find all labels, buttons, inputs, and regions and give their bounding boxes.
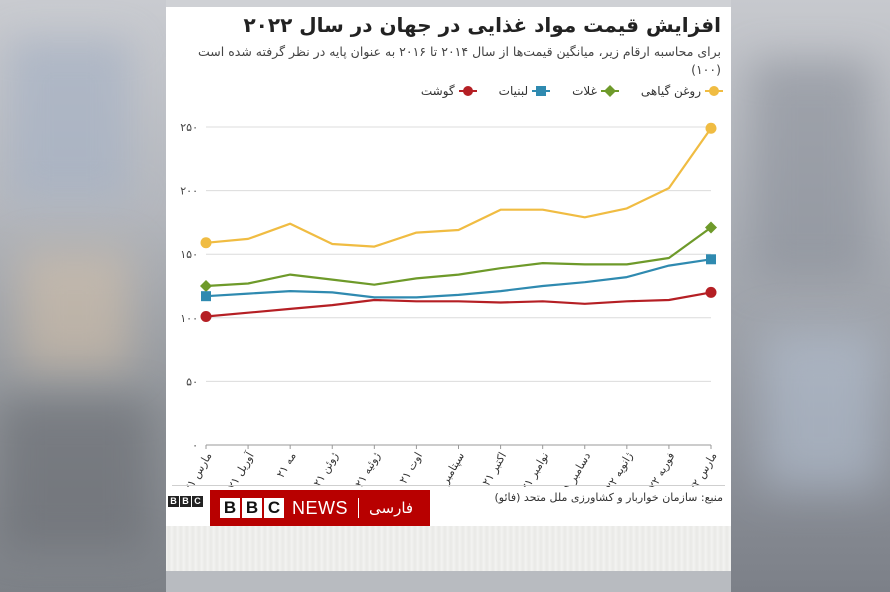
series-line bbox=[205, 226, 712, 288]
x-tick-label: مارس ۲۱ bbox=[182, 450, 215, 487]
x-tick-label: مه ۲۱ bbox=[274, 450, 299, 480]
bbc-logo: B B C bbox=[220, 498, 284, 518]
banner-separator bbox=[358, 498, 359, 518]
bbc-small-block: C bbox=[192, 496, 203, 507]
chart-subtitle: برای محاسبه ارقام زیر، میانگین قیمت‌ها ا… bbox=[198, 44, 721, 77]
x-tick-label: سپتامبر ۲۱ bbox=[431, 450, 467, 487]
bbc-block: B bbox=[220, 498, 240, 518]
legend-item: گوشت bbox=[421, 84, 477, 98]
y-tick-label: ۰ bbox=[192, 439, 198, 452]
series-point-marker bbox=[705, 221, 717, 234]
series-point-marker bbox=[705, 286, 717, 298]
chart-card: افزایش قیمت مواد غذایی در جهان در سال ۲۰… bbox=[166, 7, 731, 571]
background-strip-top bbox=[166, 0, 731, 7]
legend-label: غلات bbox=[572, 84, 597, 98]
chart-title: افزایش قیمت مواد غذایی در جهان در سال ۲۰… bbox=[243, 13, 721, 37]
paper-texture bbox=[166, 526, 731, 571]
legend-label: گوشت bbox=[420, 84, 455, 98]
legend-item: روغن گیاهی bbox=[641, 84, 723, 98]
x-tick-label: ژوئیه ۲۱ bbox=[353, 450, 383, 487]
bbc-small-block: B bbox=[168, 496, 179, 507]
x-tick-label: آوریل ۲۱ bbox=[224, 449, 257, 487]
series-point-marker bbox=[705, 122, 717, 134]
bbc-block: B bbox=[242, 498, 262, 518]
legend-label: روغن گیاهی bbox=[640, 84, 701, 98]
bbc-small-block: B bbox=[180, 496, 191, 507]
y-tick-label: ۲۵۰ bbox=[180, 121, 198, 134]
legend-item: غلات bbox=[572, 84, 619, 98]
bbc-block: C bbox=[264, 498, 284, 518]
blurred-background-right bbox=[731, 0, 890, 592]
legend-swatch bbox=[458, 86, 477, 96]
x-tick-label: ژوئن ۲۱ bbox=[311, 450, 341, 487]
y-tick-label: ۱۰۰ bbox=[180, 312, 198, 325]
legend-label: لبنیات bbox=[498, 84, 529, 98]
blurred-background-left bbox=[0, 0, 166, 592]
bbc-news-label: NEWS bbox=[292, 497, 348, 518]
legend-swatch bbox=[532, 86, 551, 96]
series-point-marker bbox=[201, 291, 211, 302]
legend-item: لبنیات bbox=[498, 84, 551, 98]
series-line bbox=[205, 291, 712, 318]
language-label: فارسی bbox=[369, 499, 414, 517]
x-tick-label: دسامبر ۲۱ bbox=[558, 450, 593, 487]
x-tick-label: اوت ۲۱ bbox=[397, 450, 425, 486]
line-chart: ۰ ۵۰ ۱۰۰ ۱۵۰ ۲۰۰ ۲۵۰ مارس ۲۱ آوریل ۲۱ مه ۲۱ ژوئن … bbox=[180, 121, 720, 487]
series-line bbox=[205, 258, 712, 299]
series-point-marker bbox=[706, 254, 716, 265]
x-tick-label: نوامبر ۲۱ bbox=[519, 450, 551, 487]
bbc-small-logo: B B C bbox=[168, 496, 203, 507]
series-point-marker bbox=[200, 237, 212, 249]
legend-swatch bbox=[705, 86, 723, 96]
series-point-marker bbox=[200, 311, 212, 323]
y-tick-label: ۱۵۰ bbox=[180, 248, 198, 261]
y-tick-label: ۲۰۰ bbox=[180, 185, 198, 198]
series-point-marker bbox=[200, 280, 212, 292]
x-tick-label: اکتبر ۲۱ bbox=[480, 450, 509, 487]
x-tick-label: مارس ۲۲ bbox=[687, 450, 720, 487]
chart-legend: روغن گیاهی غلات لبنیات گوشت bbox=[421, 83, 723, 99]
source-note: منبع: سازمان خواربار و کشاورزی ملل متحد … bbox=[494, 491, 724, 504]
x-tick-label: ژانویه ۲۲ bbox=[603, 450, 635, 487]
legend-swatch bbox=[600, 84, 619, 98]
x-tick-label: فوریه ۲۲ bbox=[646, 450, 678, 487]
y-tick-label: ۵۰ bbox=[186, 375, 198, 388]
background-strip-bottom bbox=[166, 571, 731, 592]
series-line bbox=[205, 127, 712, 248]
footer-divider bbox=[172, 485, 725, 486]
bbc-news-persian-banner: B B C NEWS فارسی bbox=[210, 490, 430, 526]
